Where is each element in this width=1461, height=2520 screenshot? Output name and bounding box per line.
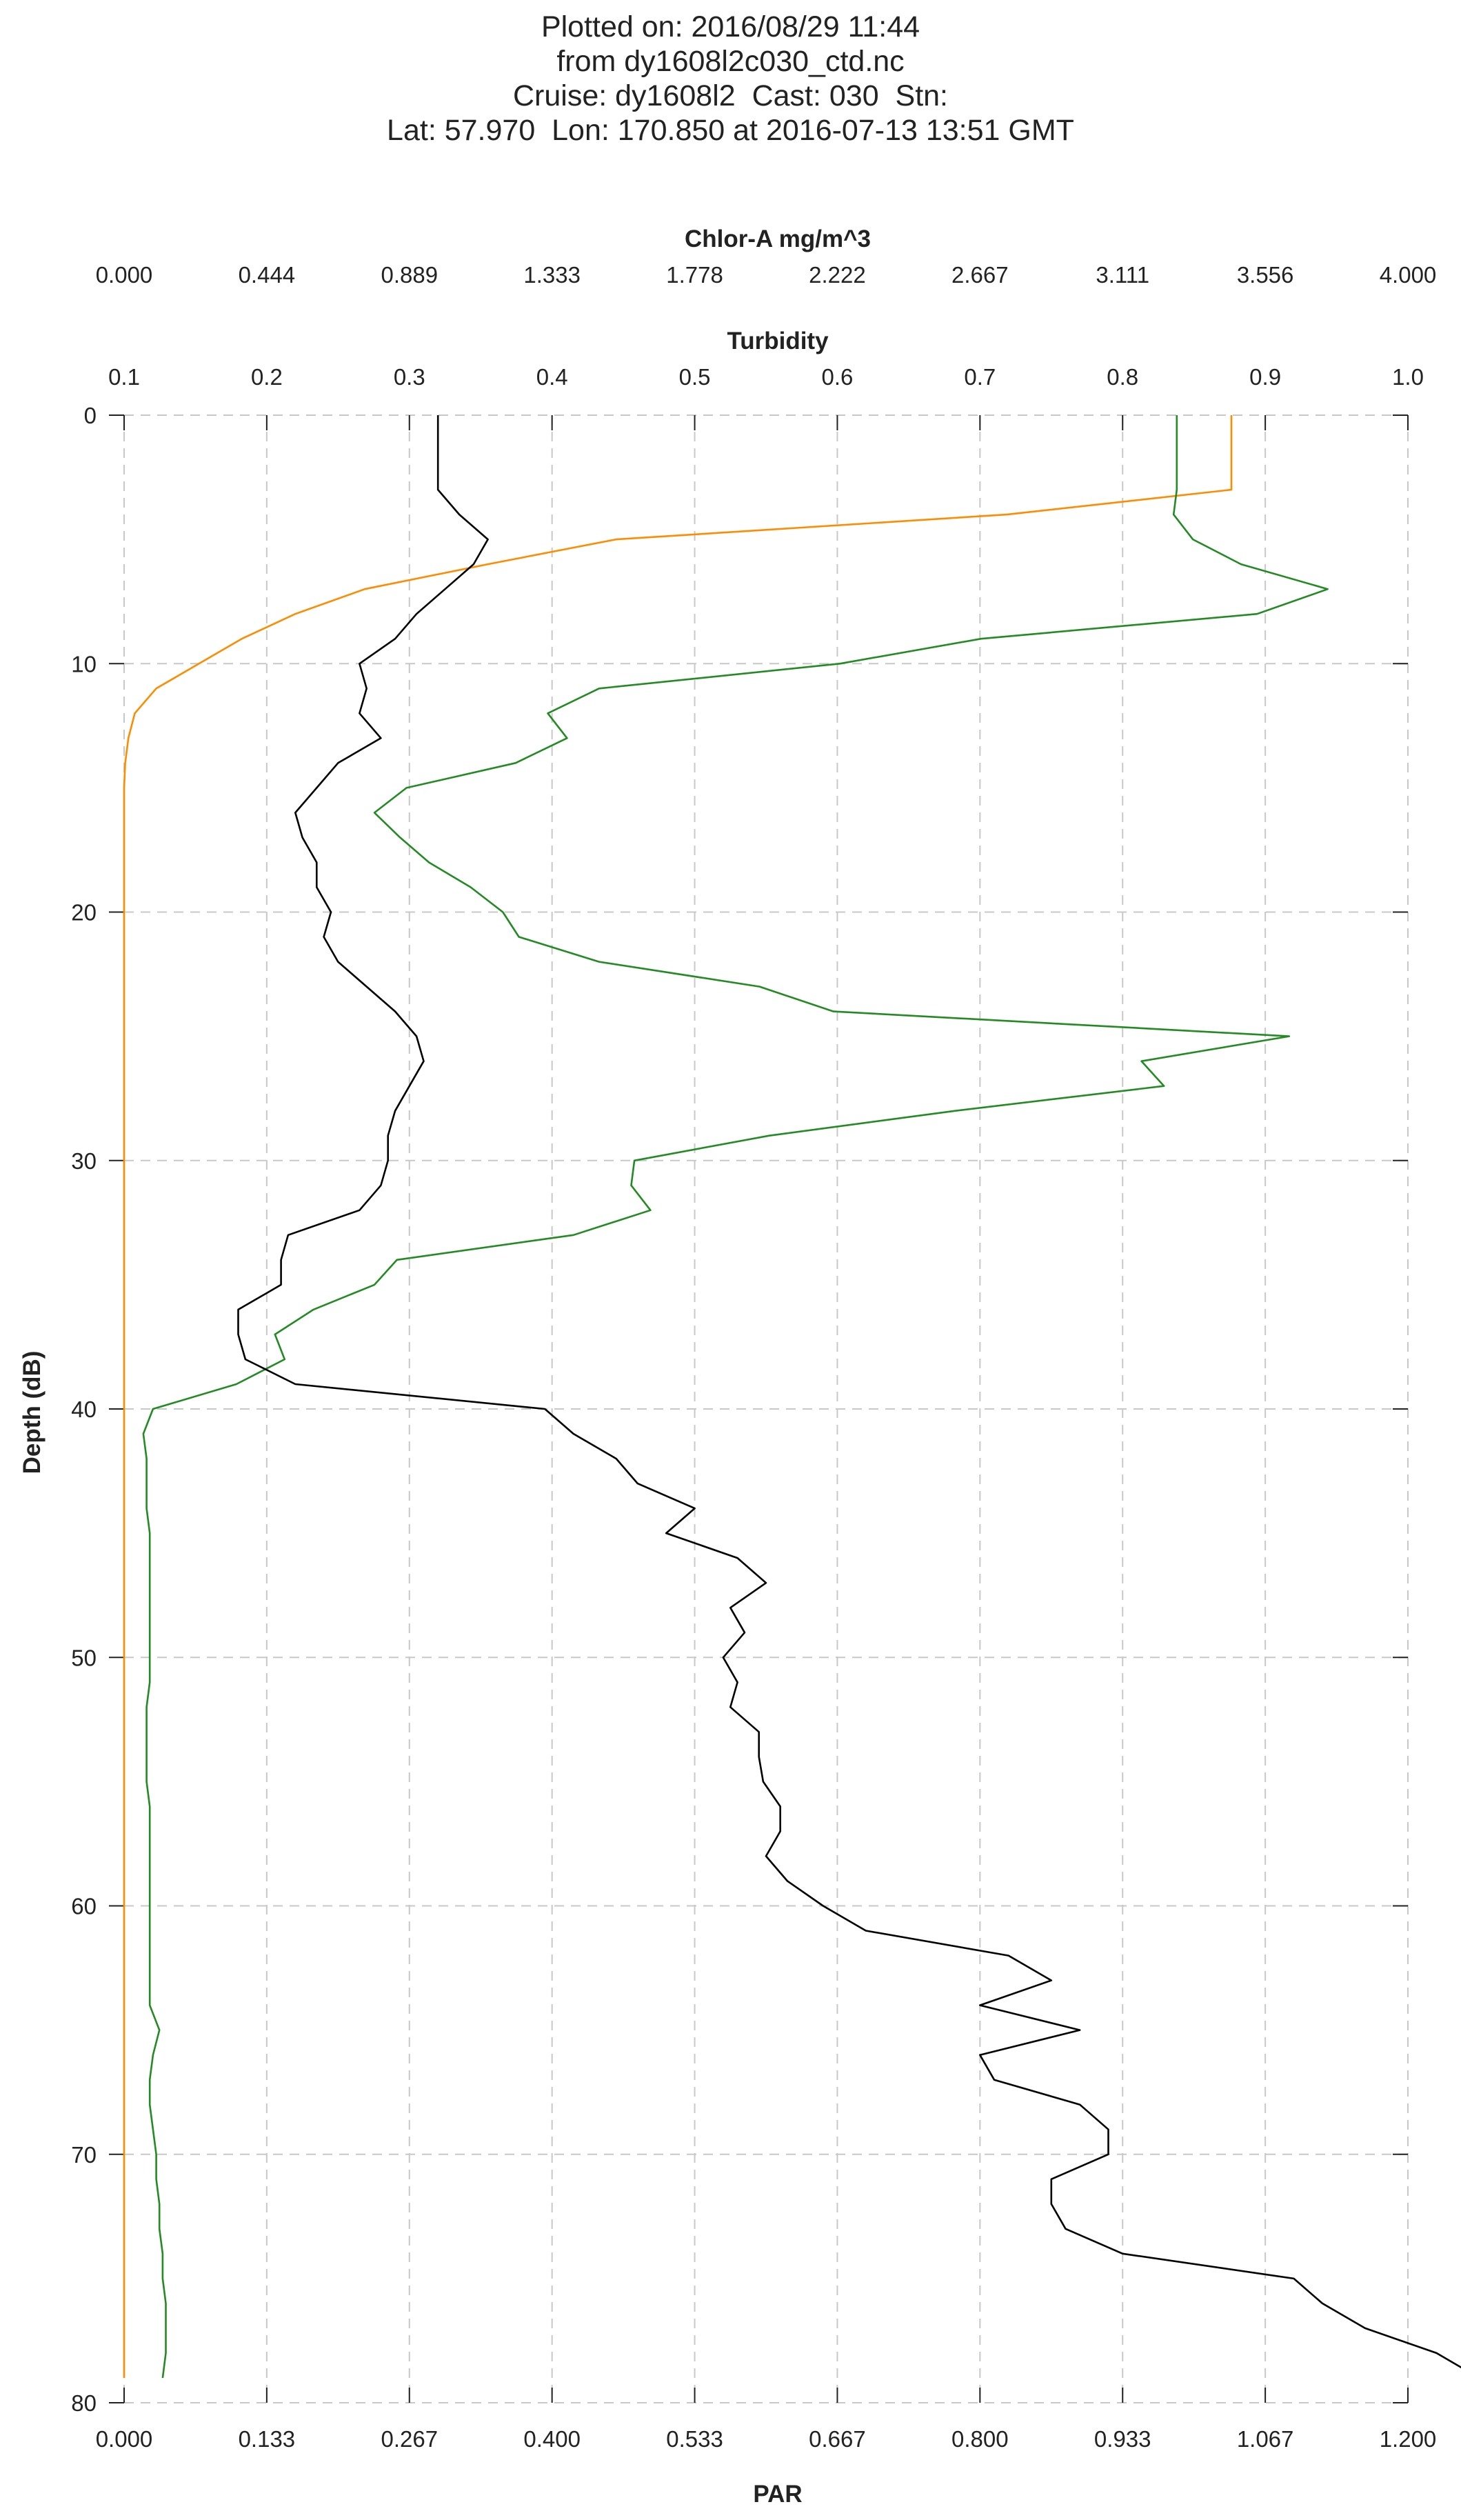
chlor-tick-label: 4.000 [1380, 262, 1437, 288]
turbidity-tick-label: 0.7 [964, 364, 996, 390]
chlor-tick-label: 1.778 [666, 262, 723, 288]
turbidity-tick-label: 0.6 [822, 364, 854, 390]
depth-tick-label: 70 [71, 2142, 97, 2168]
depth-tick-label: 10 [71, 651, 97, 677]
turbidity-tick-label: 0.4 [536, 364, 568, 390]
chlor-tick-label: 3.111 [1096, 262, 1149, 288]
turbidity-tick-label: 0.9 [1249, 364, 1281, 390]
turbidity-tick-label: 0.8 [1107, 364, 1138, 390]
depth-tick-label: 60 [71, 1894, 97, 1919]
chlor-tick-label: 0.889 [381, 262, 438, 288]
plot-header: Plotted on: 2016/08/29 11:44 from dy1608… [0, 10, 1461, 148]
header-line-plotted-on: Plotted on: 2016/08/29 11:44 [541, 10, 920, 43]
axis-labels: 0.000 0.000 0.1 0.133 0.444 0.2 0.267 0.889 0.3 0… [71, 262, 1436, 2452]
par-tick-label: 0.400 [523, 2426, 581, 2452]
par-tick-label: 0.133 [239, 2426, 296, 2452]
header-line-cruise-cast: Cruise: dy1608l2 Cast: 030 Stn: [512, 79, 949, 112]
turbidity-tick-label: 1.0 [1392, 364, 1424, 390]
par-tick-label: 0.933 [1094, 2426, 1151, 2452]
chlor-tick-label: 3.556 [1237, 262, 1294, 288]
chlor-axis-title: Chlor-A mg/m^3 [685, 226, 871, 252]
turbidity-tick-label: 0.2 [251, 364, 283, 390]
data-series [123, 415, 1461, 2379]
chlor-tick-label: 0.444 [239, 262, 296, 288]
par-tick-label: 0.800 [951, 2426, 1009, 2452]
chlor-tick-label: 0.000 [96, 262, 153, 288]
par-tick-label: 0.533 [666, 2426, 723, 2452]
grid-lines [123, 414, 1409, 2403]
depth-tick-label: 80 [71, 2390, 97, 2416]
depth-tick-label: 50 [71, 1645, 97, 1670]
turbidity-tick-label: 0.5 [679, 364, 711, 390]
par-tick-label: 0.000 [96, 2426, 153, 2452]
axis-ticks [109, 414, 1409, 2403]
turbidity-tick-label: 0.1 [108, 364, 140, 390]
turbidity-tick-label: 0.3 [394, 364, 425, 390]
header-line-location-time: Lat: 57.970 Lon: 170.850 at 2016-07-13 1… [387, 114, 1074, 147]
par-tick-label: 0.667 [809, 2426, 866, 2452]
chlor-tick-label: 2.667 [951, 262, 1009, 288]
header-line-source-file: from dy1608l2c030_ctd.nc [556, 45, 905, 78]
chlor-tick-label: 1.333 [523, 262, 581, 288]
turbidity-axis-title: Turbidity [727, 328, 829, 354]
series-line-par [123, 415, 1233, 2378]
depth-axis-title: Depth (dB) [19, 1351, 46, 1474]
chlor-tick-label: 2.222 [809, 262, 866, 288]
series-line-turb [237, 415, 1461, 2369]
series-line-chlor [142, 415, 1329, 2379]
depth-tick-label: 30 [71, 1148, 97, 1174]
depth-tick-label: 20 [71, 900, 97, 926]
par-tick-label: 1.067 [1237, 2426, 1294, 2452]
par-tick-label: 0.267 [381, 2426, 438, 2452]
depth-tick-label: 40 [71, 1397, 97, 1422]
par-tick-label: 1.200 [1380, 2426, 1437, 2452]
depth-tick-label: 0 [84, 403, 97, 428]
par-axis-title: PAR [753, 2481, 802, 2508]
